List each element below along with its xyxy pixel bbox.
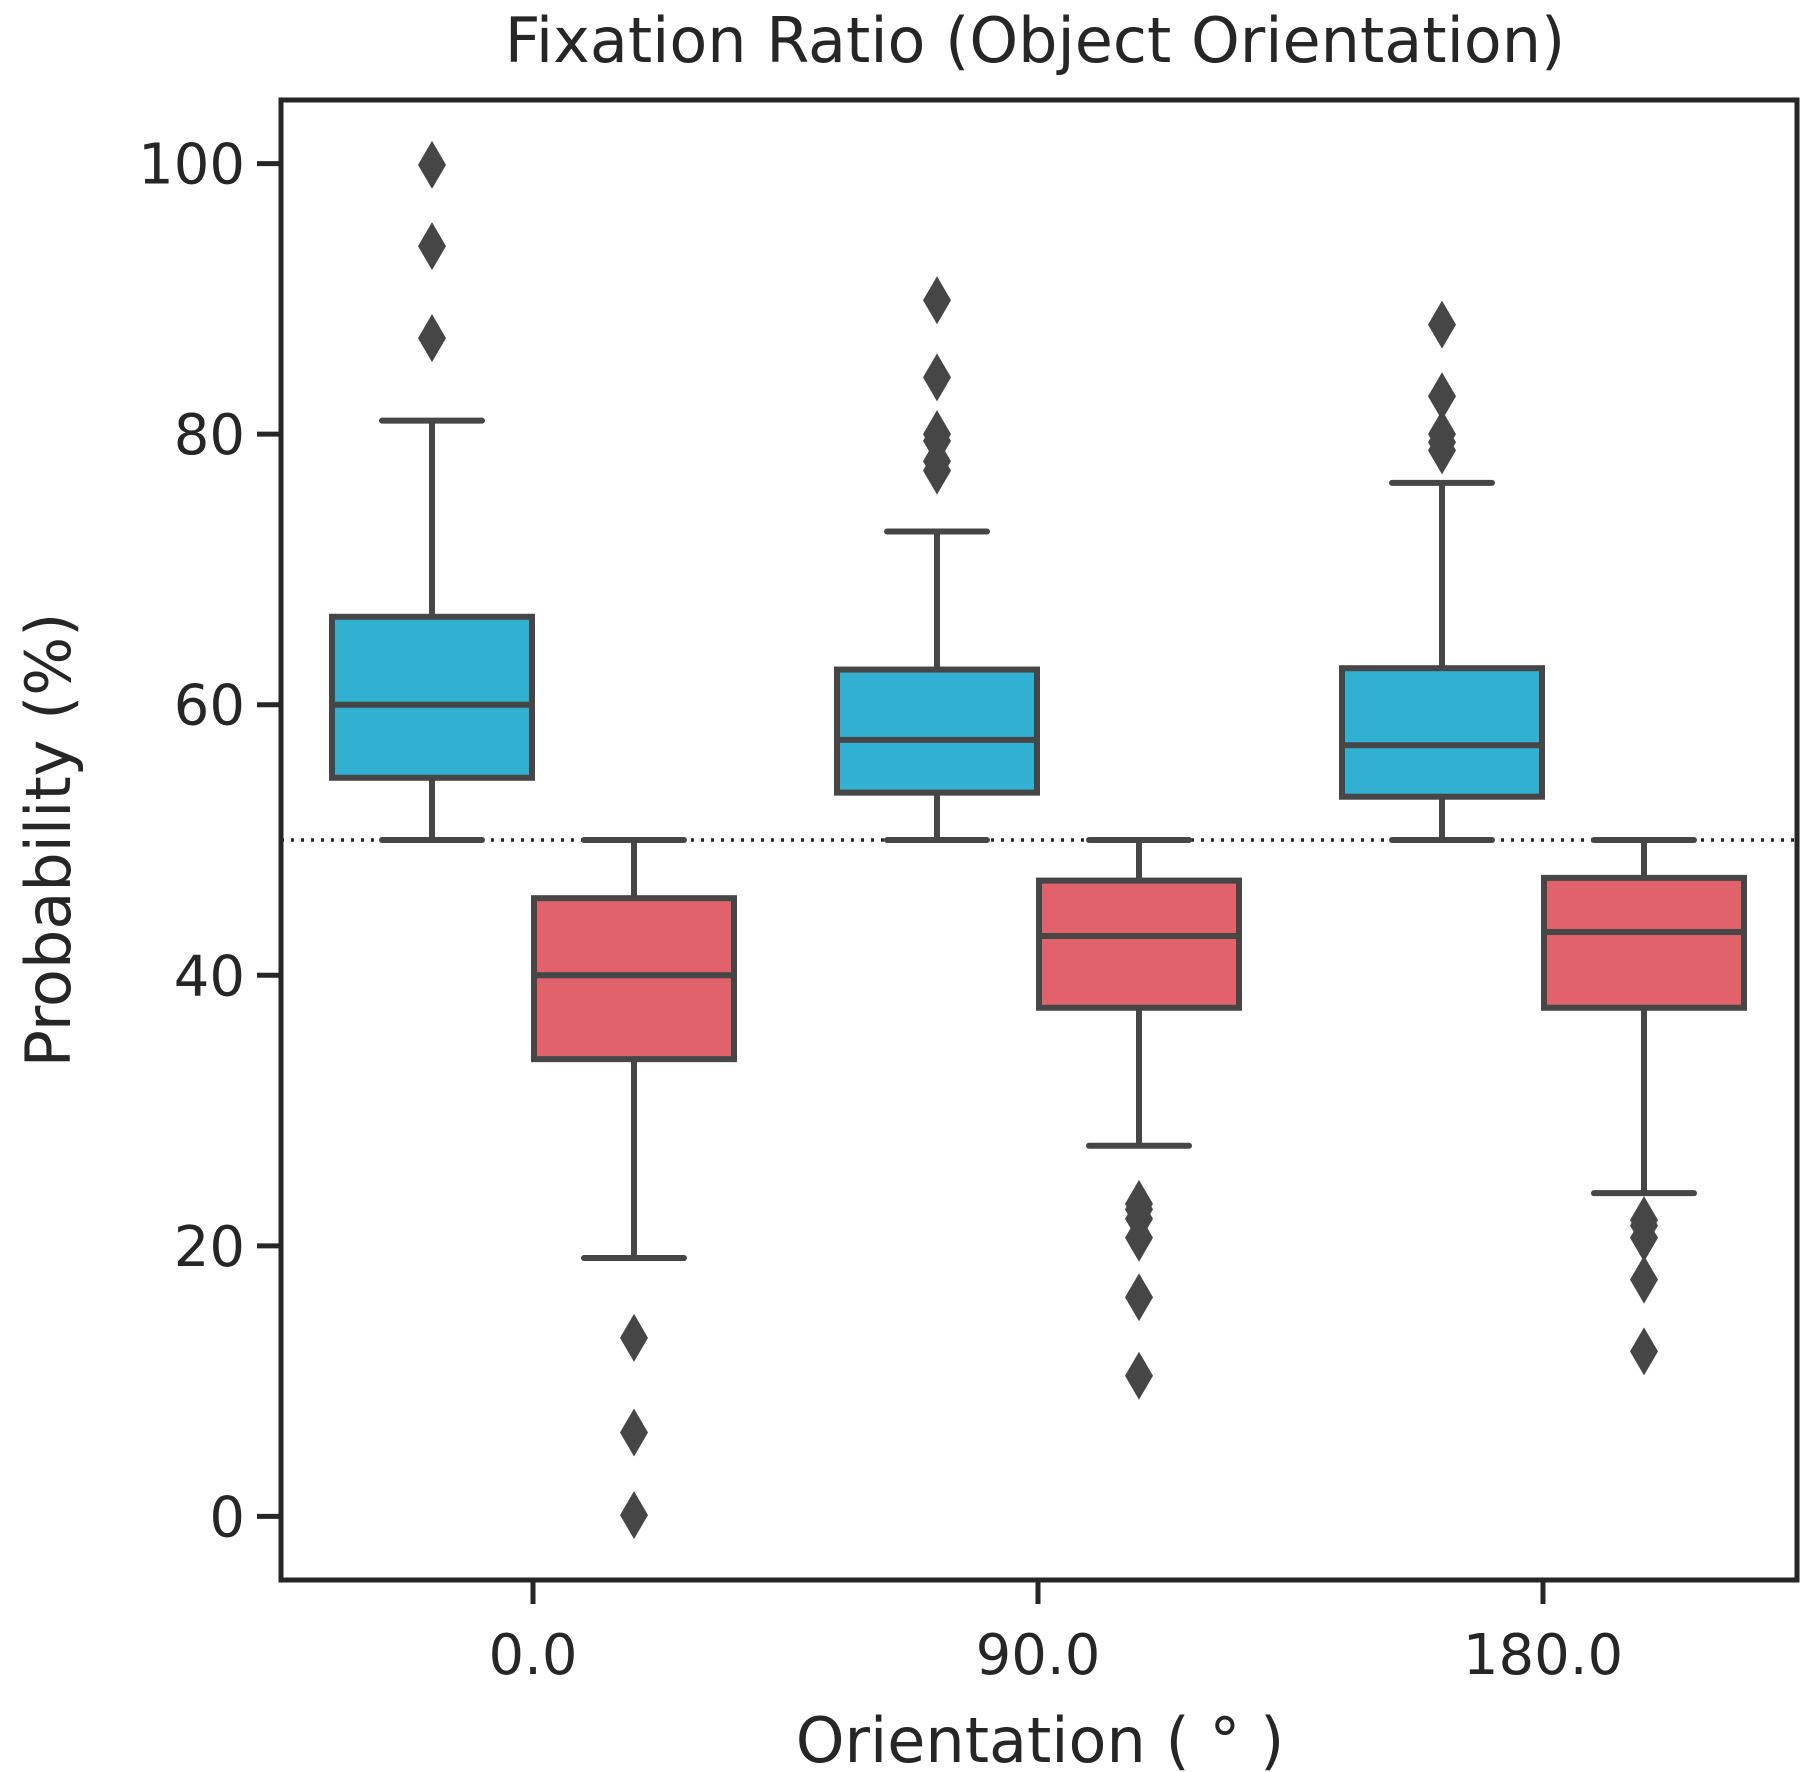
y-tick-label: 0: [209, 1485, 245, 1550]
y-tick-label: 20: [174, 1215, 245, 1280]
box-below-0.0: [531, 837, 737, 1540]
outlier-marker: [418, 314, 446, 363]
outlier-marker: [1630, 1196, 1658, 1245]
y-axis-label: Probability (%): [12, 613, 85, 1068]
outlier-marker: [1428, 300, 1456, 349]
outlier-marker: [620, 1408, 648, 1457]
plot-area: [281, 140, 1797, 1540]
box-body: [1036, 877, 1242, 1011]
x-tick-label: 90.0: [976, 1623, 1101, 1688]
plot-frame: [278, 97, 1800, 1583]
box-above-0.0: [329, 140, 535, 843]
box-body: [1541, 874, 1747, 1011]
y-tick-label: 60: [174, 674, 245, 739]
outlier-marker: [1428, 372, 1456, 421]
outlier-marker: [923, 353, 951, 402]
outlier-marker: [923, 410, 951, 459]
outlier-marker: [1125, 1351, 1153, 1400]
chart-title: Fixation Ratio (Object Orientation): [505, 4, 1565, 77]
outlier-marker: [1630, 1327, 1658, 1376]
y-tick-label: 80: [174, 403, 245, 468]
box-body: [1339, 665, 1545, 800]
outlier-marker: [1125, 1273, 1153, 1322]
outlier-marker: [923, 276, 951, 325]
x-tick-label: 0.0: [488, 1623, 577, 1688]
y-tick-label: 40: [174, 944, 245, 1009]
box-below-90.0: [1036, 837, 1242, 1400]
outlier-marker: [1630, 1255, 1658, 1304]
outlier-marker: [1125, 1179, 1153, 1228]
box-below-180.0: [1541, 837, 1747, 1376]
outlier-marker: [418, 140, 446, 189]
outlier-marker: [620, 1313, 648, 1362]
y-tick-label: 100: [138, 133, 245, 198]
x-tick-label: 180.0: [1463, 1623, 1623, 1688]
box-above-180.0: [1339, 300, 1545, 843]
outlier-marker: [620, 1491, 648, 1540]
outlier-marker: [1428, 410, 1456, 459]
box-body: [329, 613, 535, 781]
axes: 0 20 40 60 80 100 0.0 90.0 180.0: [138, 133, 1623, 1688]
box-body: [834, 666, 1040, 796]
outlier-marker: [418, 222, 446, 271]
box-body: [531, 895, 737, 1063]
x-axis-label: Orientation ( ° ): [796, 1704, 1285, 1772]
box-above-90.0: [834, 276, 1040, 843]
